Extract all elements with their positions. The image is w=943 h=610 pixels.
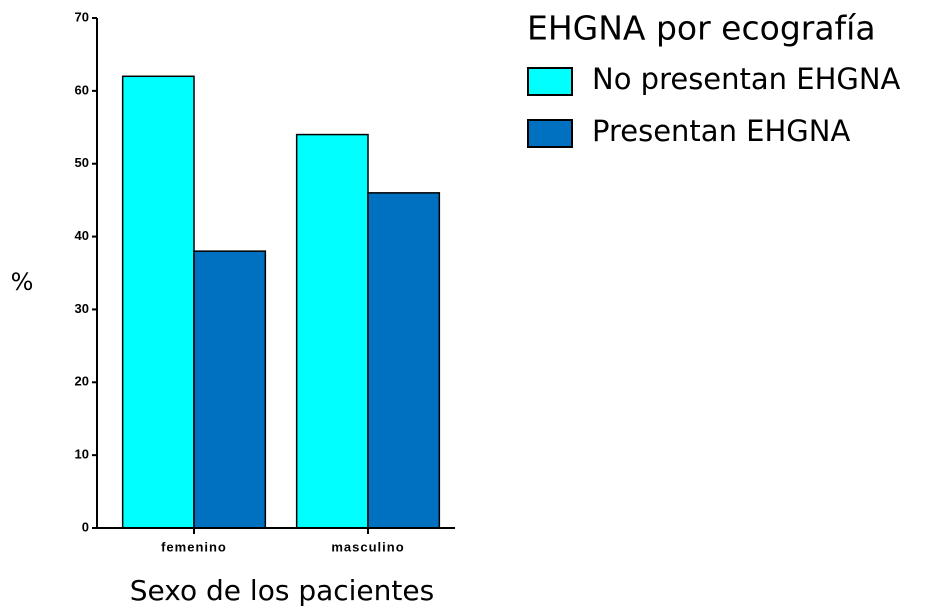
x-tick-label: masculino bbox=[331, 539, 404, 554]
legend-swatch bbox=[527, 67, 573, 96]
y-tick-label: 20 bbox=[75, 374, 89, 389]
y-tick-label: 10 bbox=[75, 447, 89, 462]
bar bbox=[193, 250, 267, 529]
y-tick-label: 40 bbox=[75, 228, 89, 243]
legend-title: EHGNA por ecografía bbox=[527, 9, 876, 48]
legend-label: Presentan EHGNA bbox=[592, 114, 850, 148]
legend-swatch bbox=[527, 119, 573, 148]
legend-label: No presentan EHGNA bbox=[592, 62, 901, 96]
bar bbox=[121, 75, 195, 529]
y-axis-label: % bbox=[11, 268, 34, 296]
y-tick-label: 30 bbox=[75, 301, 89, 316]
y-tick-label: 70 bbox=[75, 9, 89, 24]
bar bbox=[367, 192, 441, 529]
x-tick-label: femenino bbox=[161, 539, 227, 554]
y-tick-label: 0 bbox=[82, 519, 89, 534]
y-tick-label: 60 bbox=[75, 82, 89, 97]
y-tick-label: 50 bbox=[75, 155, 89, 170]
x-axis-label: Sexo de los pacientes bbox=[130, 574, 434, 607]
bar bbox=[295, 133, 369, 529]
